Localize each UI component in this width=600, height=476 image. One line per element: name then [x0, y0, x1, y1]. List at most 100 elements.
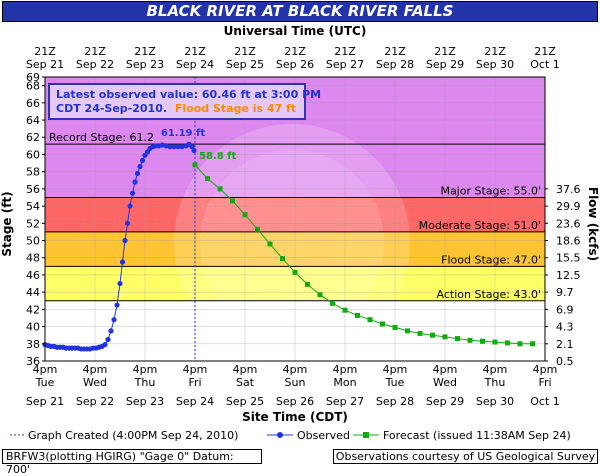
bottom-tick-time: 4pm — [533, 363, 558, 376]
bottom-tick-weekday: Tue — [385, 376, 405, 389]
forecast-point — [430, 332, 435, 338]
observed-point — [124, 220, 131, 226]
bottom-tick-date: Sep 27 — [326, 395, 364, 408]
bottom-tick-date: Sep 29 — [426, 395, 464, 408]
top-tick-label: 21Z — [284, 45, 306, 58]
y-tick-label: 62 — [26, 131, 40, 144]
forecast-point — [255, 226, 260, 232]
top-tick-label: 21Z — [384, 45, 406, 58]
observed-point — [139, 157, 146, 164]
info-box-line1: Latest observed value: 60.46 ft at 3:00 … — [56, 88, 321, 101]
observed-point — [102, 342, 108, 348]
top-axis-title: Universal Time (UTC) — [224, 24, 367, 38]
y-tick-label: 66 — [26, 97, 40, 110]
flow-tick-label: 37.6 — [556, 183, 581, 196]
forecast-point — [342, 307, 348, 313]
y-tick-label: 58 — [26, 166, 40, 179]
y-tick-label: 50 — [26, 235, 40, 248]
top-tick-label: 21Z — [484, 45, 506, 58]
y-tick-label: 60 — [26, 148, 40, 161]
forecast-point — [455, 336, 460, 342]
bottom-tick-time: 4pm — [383, 363, 408, 376]
observed-point — [137, 163, 143, 170]
forecast-point — [192, 162, 198, 168]
bottom-tick-time: 4pm — [33, 363, 58, 376]
observed-point — [119, 259, 126, 265]
observed-point — [122, 237, 128, 244]
forecast-point — [230, 198, 235, 204]
info-box-date: CDT 24-Sep-2010. — [56, 102, 167, 115]
forecast-point — [305, 281, 310, 287]
bottom-tick-time: 4pm — [333, 363, 358, 376]
y-tick-label: 56 — [26, 183, 40, 196]
bottom-tick-weekday: Tue — [35, 376, 55, 389]
flow-tick-label: 2.1 — [556, 338, 574, 351]
bottom-tick-weekday: Thu — [134, 376, 156, 389]
legend-forecast: Forecast (issued 11:38AM Sep 24) — [383, 429, 571, 442]
legend-observed: Observed — [297, 429, 350, 442]
y2-axis-title: Flow (kcfs) — [586, 187, 600, 261]
series-layer: 61.19 ft 58.8 ft — [42, 77, 535, 361]
observed-point — [114, 302, 120, 308]
forecast-point — [317, 292, 323, 298]
credits-source: Observations courtesy of US Geological S… — [333, 449, 598, 464]
top-tick-date: Sep 23 — [126, 58, 164, 71]
bottom-tick-weekday: Sat — [236, 376, 255, 389]
bottom-tick-date: Sep 21 — [26, 395, 64, 408]
top-tick-label: 21Z — [234, 45, 256, 58]
top-tick-date: Sep 30 — [476, 58, 514, 71]
svg-text:CDT 24-Sep-2010. Flood: CDT 24-Sep-2010. Flood Stage is 47 ft — [56, 102, 296, 115]
bottom-tick-time: 4pm — [233, 363, 258, 376]
bottom-tick-date: Sep 24 — [176, 395, 214, 408]
y-tick-label: 54 — [26, 200, 40, 213]
bottom-tick-time: 4pm — [83, 363, 108, 376]
hydrograph-chart: Record Stage: 61.2 Major Stage: 55.0' Mode… — [0, 24, 600, 442]
forecast-point — [367, 317, 373, 323]
bottom-tick-weekday: Fri — [538, 376, 551, 389]
bottom-tick-time: 4pm — [183, 363, 208, 376]
forecast-point — [292, 269, 298, 275]
forecast-point — [530, 341, 535, 347]
forecast-point — [330, 300, 335, 306]
forecast-point — [480, 338, 485, 344]
top-tick-label: 21Z — [84, 45, 106, 58]
forecast-start-label: 58.8 ft — [199, 151, 237, 162]
observed-peak-label: 61.19 ft — [161, 128, 205, 139]
forecast-point — [467, 337, 473, 343]
top-tick-date: Sep 26 — [276, 58, 314, 71]
observed-point — [108, 328, 114, 334]
forecast-point — [392, 324, 398, 330]
stage-label-4: Action Stage: 43.0' — [437, 288, 541, 301]
legend: Graph Created (4:00PM Sep 24, 2010) Obse… — [10, 429, 571, 442]
forecast-point — [417, 330, 423, 336]
bottom-tick-date: Sep 28 — [376, 395, 414, 408]
bottom-tick-weekday: Wed — [433, 376, 457, 389]
y-tick-label: 42 — [26, 303, 40, 316]
observed-point — [105, 336, 111, 343]
observed-point — [129, 190, 136, 196]
forecast-point — [505, 340, 510, 346]
y-tick-label: 69 — [26, 71, 40, 84]
top-tick-label: 21Z — [34, 45, 56, 58]
stage-threshold-lines: Record Stage: 61.2 Major Stage: 55.0' Mode… — [45, 131, 545, 302]
top-tick-date: Sep 28 — [376, 58, 414, 71]
credits-bar: BRFW3(plotting HGIRG) "Gage 0" Datum: 70… — [0, 449, 600, 476]
observed-point — [117, 280, 123, 287]
top-tick-label: 21Z — [334, 45, 356, 58]
info-box: Latest observed value: 60.46 ft at 3:00 … — [48, 83, 321, 120]
flow-tick-label: 0.5 — [556, 355, 574, 368]
observed-point — [171, 144, 177, 150]
bottom-tick-date: Sep 22 — [76, 395, 114, 408]
x-axis-title: Site Time (CDT) — [242, 410, 348, 424]
forecast-point — [205, 176, 210, 182]
bottom-tick-weekday: Mon — [333, 376, 356, 389]
forecast-point — [267, 241, 273, 247]
y-tick-label: 64 — [26, 114, 40, 127]
observed-point — [132, 179, 138, 185]
forecast-point — [217, 186, 223, 192]
bottom-tick-time: 4pm — [283, 363, 308, 376]
flow-tick-label: 23.6 — [556, 217, 581, 230]
bottom-tick-weekday: Wed — [83, 376, 107, 389]
forecast-point — [442, 334, 448, 340]
